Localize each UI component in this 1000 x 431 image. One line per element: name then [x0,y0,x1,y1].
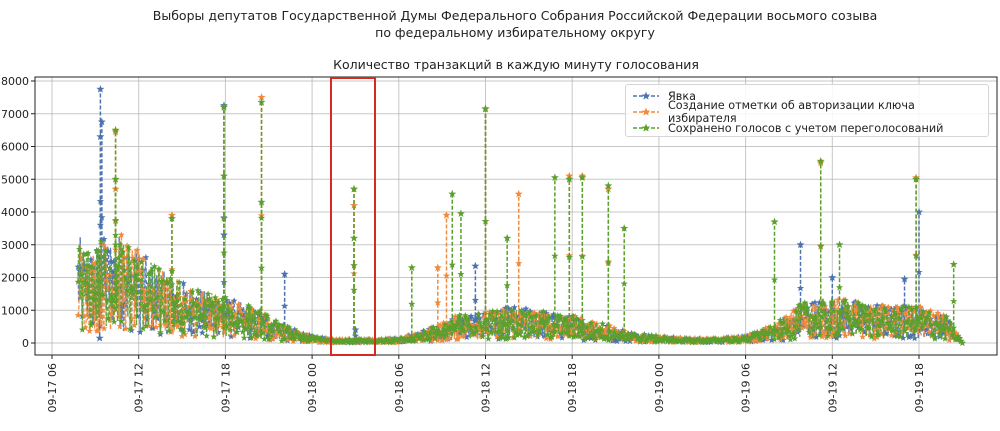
green-star-marker-icon [632,122,660,134]
svg-text:5000: 5000 [1,173,29,186]
svg-text:09-17 06: 09-17 06 [46,363,59,412]
legend-label: Создание отметки об авторизации ключа из… [668,99,915,125]
legend-label: Сохранено голосов с учетом переголосован… [668,121,944,135]
blue-star-marker-icon [632,90,660,102]
svg-text:6000: 6000 [1,141,29,154]
highlight-box [330,77,376,356]
svg-text:2000: 2000 [1,272,29,285]
legend-label: Явка [668,89,696,103]
suptitle-line-1: Выборы депутатов Государственной Думы Фе… [152,8,878,23]
svg-text:09-18 18: 09-18 18 [566,363,579,412]
axes-title: Количество транзакций в каждую минуту го… [333,57,699,72]
svg-text:09-19 18: 09-19 18 [913,363,926,412]
x-axis-ticks: 09-17 06 09-17 12 09-17 18 09-18 00 09-18 06… [46,355,926,412]
legend-item-auth: Создание отметки об авторизации ключа из… [632,99,982,125]
legend-item-saved: Сохранено голосов с учетом переголосован… [632,120,982,136]
data-series [74,85,966,346]
svg-text:09-17 12: 09-17 12 [133,363,146,412]
svg-text:09-19 00: 09-19 00 [653,363,666,412]
svg-text:0: 0 [22,337,29,350]
axes-frame [34,76,998,356]
svg-text:09-18 00: 09-18 00 [306,363,319,412]
svg-text:09-18 12: 09-18 12 [480,363,493,412]
svg-text:09-19 12: 09-19 12 [826,363,839,412]
legend-item-yavka: Явка [632,88,982,104]
svg-text:09-19 06: 09-19 06 [740,363,753,412]
svg-text:4000: 4000 [1,206,29,219]
orange-star-marker-icon [632,106,660,118]
legend: Явка Создание отметки об авторизации клю… [625,84,989,137]
figure-suptitle: Выборы депутатов Государственной Думы Фе… [0,7,1000,41]
svg-text:8000: 8000 [1,75,29,88]
svg-text:3000: 3000 [1,239,29,252]
suptitle-line-2: по федеральному избирательному округу [375,25,655,40]
svg-text:1000: 1000 [1,304,29,317]
svg-text:7000: 7000 [1,108,29,121]
y-axis-ticks: 0 1000 2000 3000 4000 5000 6000 7000 8000 [1,75,35,350]
svg-text:09-17 18: 09-17 18 [219,363,232,412]
svg-text:09-18 06: 09-18 06 [393,363,406,412]
